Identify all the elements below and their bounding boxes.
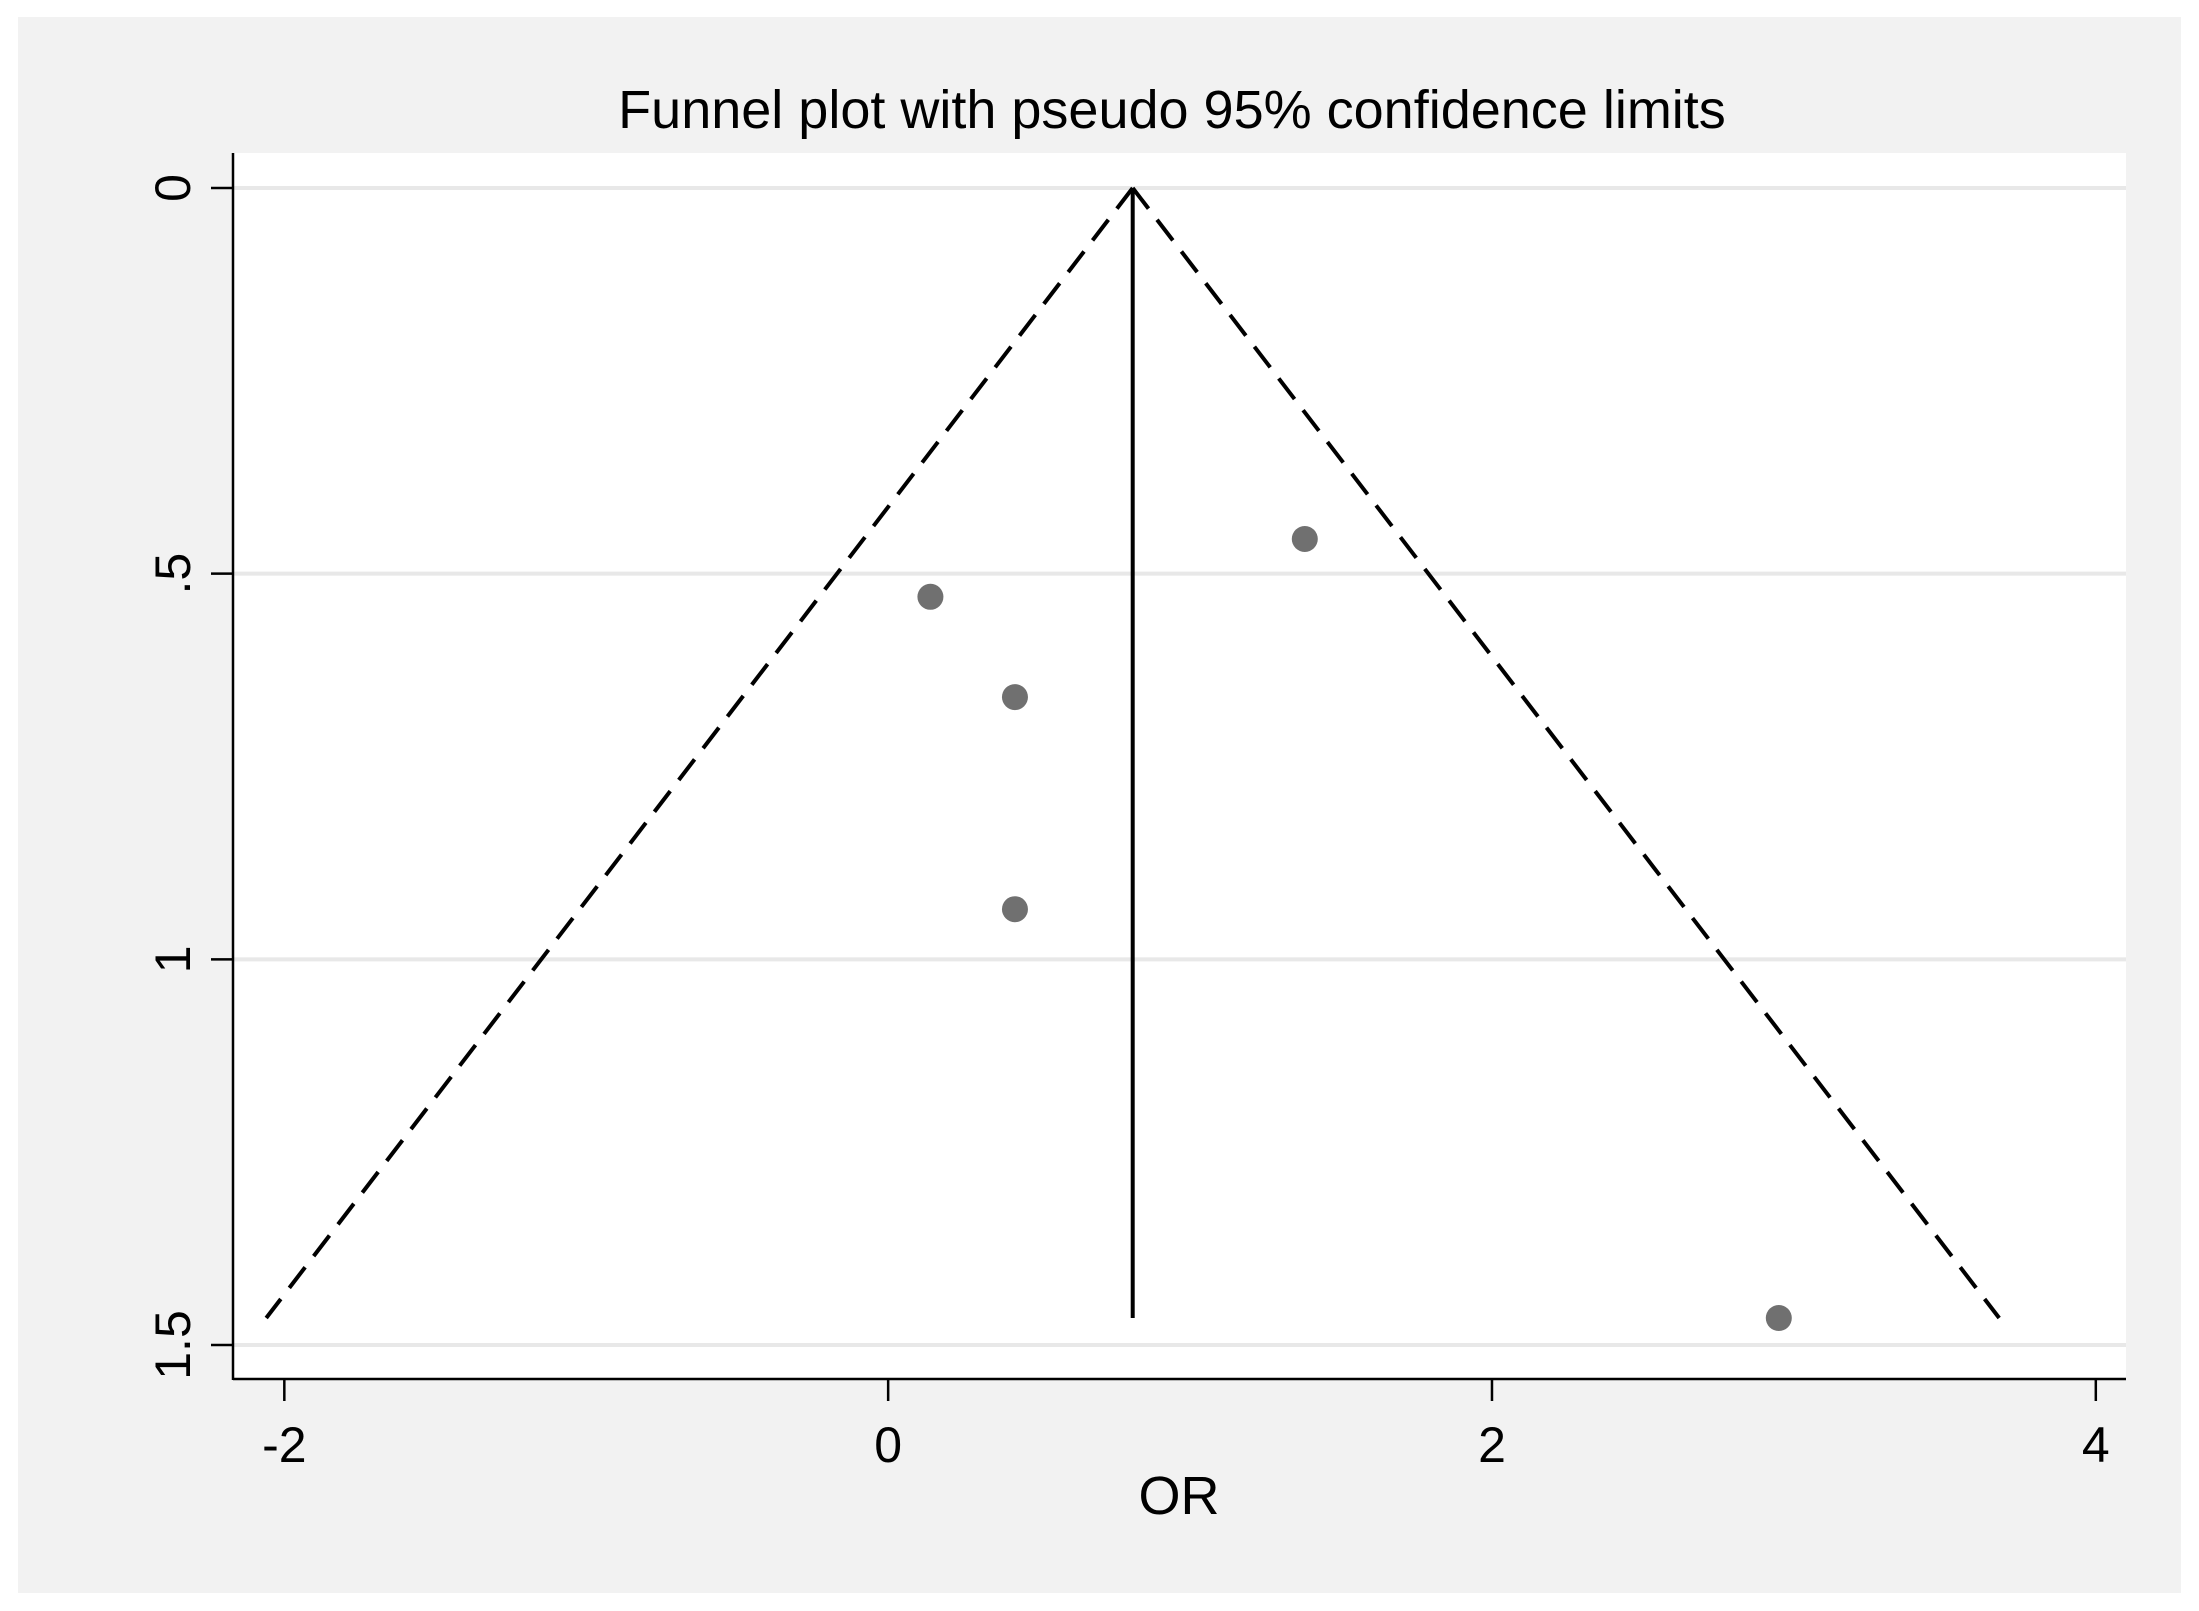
data-point bbox=[1001, 684, 1028, 711]
axes: 0 .5 1 1.5 -2 0 2 4 bbox=[145, 153, 2126, 1473]
y-tick-label: 1 bbox=[145, 945, 201, 973]
x-tick-label: 0 bbox=[874, 1417, 902, 1473]
data-point bbox=[1291, 525, 1318, 552]
plot-area bbox=[233, 153, 2126, 1379]
data-point bbox=[1001, 896, 1028, 923]
x-tick-label: 2 bbox=[1478, 1417, 1506, 1473]
data-point bbox=[917, 583, 944, 610]
x-tick-label: -2 bbox=[262, 1417, 306, 1473]
y-tick-label: 0 bbox=[145, 174, 201, 202]
data-point bbox=[1765, 1305, 1792, 1332]
x-tick-label: 4 bbox=[2082, 1417, 2110, 1473]
data-points bbox=[917, 525, 1792, 1332]
funnel-lines bbox=[264, 186, 2001, 1320]
grid-lines bbox=[233, 186, 2126, 1347]
chart-title: Funnel plot with pseudo 95% confidence l… bbox=[618, 80, 1726, 140]
y-tick-label: .5 bbox=[145, 553, 201, 595]
x-axis-label: OR bbox=[1139, 1466, 1220, 1526]
y-tick-label: 1.5 bbox=[145, 1310, 201, 1380]
